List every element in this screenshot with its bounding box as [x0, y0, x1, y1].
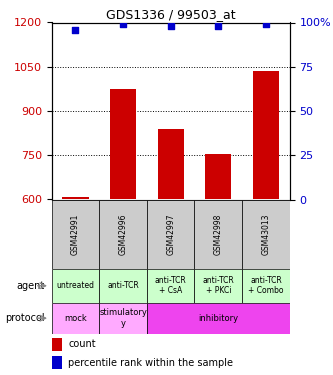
Point: [263, 21, 268, 27]
Bar: [52, 338, 62, 351]
Bar: [52, 356, 62, 369]
Title: GDS1336 / 99503_at: GDS1336 / 99503_at: [106, 8, 235, 21]
Text: count: count: [68, 339, 96, 349]
Bar: [147, 200, 194, 269]
Text: stimulatory
y: stimulatory y: [99, 309, 147, 328]
Bar: [147, 303, 290, 334]
Text: GSM42997: GSM42997: [166, 213, 175, 255]
Bar: [194, 269, 242, 303]
Bar: [253, 71, 279, 200]
Point: [216, 23, 221, 29]
Bar: [242, 200, 290, 269]
Bar: [110, 89, 136, 200]
Text: GSM42998: GSM42998: [214, 213, 223, 255]
Text: percentile rank within the sample: percentile rank within the sample: [68, 358, 233, 368]
Text: mock: mock: [64, 314, 87, 322]
Point: [73, 27, 78, 33]
Bar: [62, 196, 89, 200]
Bar: [99, 200, 147, 269]
Text: GSM42991: GSM42991: [71, 213, 80, 255]
Text: GSM43013: GSM43013: [261, 213, 270, 255]
Text: anti-TCR: anti-TCR: [107, 281, 139, 290]
Bar: [242, 269, 290, 303]
Text: inhibitory: inhibitory: [198, 314, 238, 322]
Bar: [147, 269, 194, 303]
Bar: [52, 269, 99, 303]
Bar: [52, 200, 99, 269]
Bar: [99, 269, 147, 303]
Bar: [194, 200, 242, 269]
Bar: [52, 303, 99, 334]
Bar: [99, 303, 147, 334]
Text: agent: agent: [17, 281, 45, 291]
Text: anti-TCR
+ Combo: anti-TCR + Combo: [248, 276, 284, 296]
Text: protocol: protocol: [5, 313, 45, 323]
Point: [168, 23, 173, 29]
Point: [121, 21, 126, 27]
Text: untreated: untreated: [56, 281, 95, 290]
Bar: [158, 129, 184, 200]
Text: anti-TCR
+ PKCi: anti-TCR + PKCi: [202, 276, 234, 296]
Text: GSM42996: GSM42996: [119, 213, 128, 255]
Bar: [205, 154, 231, 200]
Text: anti-TCR
+ CsA: anti-TCR + CsA: [155, 276, 186, 296]
